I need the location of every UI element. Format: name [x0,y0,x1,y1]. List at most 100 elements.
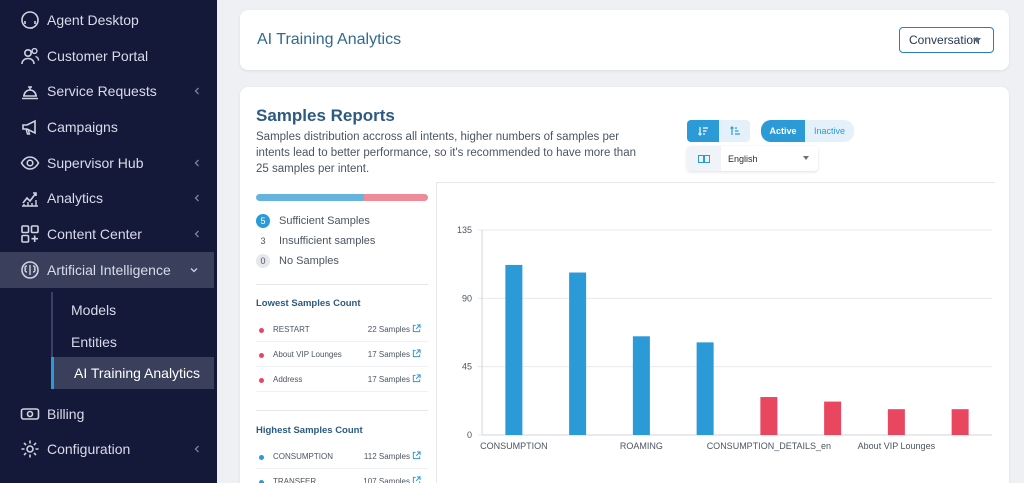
sidebar-item-label: Agent Desktop [47,12,139,28]
intent-sample-count: 22 Samples [367,325,410,334]
lowest-samples-title: Lowest Samples Count [256,298,361,309]
status-dot [259,455,264,460]
chevron-left-icon [191,442,203,454]
count-badge: 3 [260,236,266,246]
status-dot [259,328,264,333]
sidebar-item-artificial-intelligence[interactable]: Artificial Intelligence [0,252,214,288]
sort-descending-button[interactable] [687,120,719,142]
highest-samples-title: Highest Samples Count [256,425,363,436]
filter-inactive-button[interactable]: Inactive [805,120,854,142]
x-tick-label: CONSUMPTION_DETAILS_en [707,441,831,451]
sort-ascending-icon [729,126,740,135]
divider [436,182,437,483]
legend-item: 0 No Samples [256,254,339,268]
chevron-left-icon [191,84,203,96]
conversation-dropdown[interactable]: Conversation [899,27,994,53]
legend-label: No Samples [279,255,339,267]
status-dot [259,378,264,383]
sidebar-subitem-models[interactable]: Models [71,302,117,318]
sidebar-item-supervisor-hub[interactable]: Supervisor Hub [0,145,217,181]
page-header: AI Training Analytics Conversation [240,10,1009,70]
sidebar-subitem-entities[interactable]: Entities [71,334,117,350]
users-icon [20,46,40,66]
conversation-dropdown-label: Conversation [909,33,980,47]
chevron-left-icon [191,227,203,239]
samples-bar-chart: 0 45 90 135 CONSUMPTION ROAMING CONSUMPTION_DE… [457,225,992,451]
bar [951,409,969,435]
report-description: Samples distribution accross all intents… [256,131,636,175]
cash-icon [20,404,40,424]
intent-sample-count: 17 Samples [367,375,410,384]
headset-icon [20,10,40,30]
page-title: AI Training Analytics [257,31,402,48]
caret-down-icon [803,156,809,160]
caret-down-icon [973,38,981,43]
chevron-down-icon [188,263,200,275]
x-tick-label: About VIP Lounges [858,441,936,451]
brain-icon [20,260,40,280]
count-badge: 0 [256,254,270,268]
intent-name: Address [273,375,303,384]
bar [632,336,650,435]
count-badge: 5 [256,214,270,228]
sidebar-item-customer-portal[interactable]: Customer Portal [0,38,217,74]
sidebar-item-agent-desktop[interactable]: Agent Desktop [0,2,217,38]
sufficient-segment [256,194,364,201]
intent-row: CONSUMPTION 112 Samples [256,445,428,469]
submenu-guide-line [51,292,53,388]
bar [569,272,587,435]
legend-label: Insufficient samples [279,235,376,247]
intent-row: About VIP Lounges 17 Samples [256,343,428,367]
x-tick-label: ROAMING [620,441,663,451]
sidebar-item-billing[interactable]: Billing [0,396,217,432]
y-tick-label: 45 [462,362,472,372]
sort-descending-icon [698,127,708,136]
language-select-value: English [728,154,758,164]
sidebar-subitem-ai-training-analytics[interactable]: AI Training Analytics [51,357,214,389]
legend-item: 5 Sufficient Samples [256,214,370,228]
sidebar-item-campaigns[interactable]: Campaigns [0,109,217,145]
trend-chart-icon [20,188,40,208]
bell-service-icon [20,81,40,101]
sidebar-item-label: Customer Portal [47,48,149,64]
intent-row: Address 17 Samples [256,368,428,392]
divider [436,182,995,183]
y-tick-label: 0 [467,430,472,440]
y-tick-label: 135 [457,225,472,235]
status-dot [259,353,264,358]
divider [256,410,428,411]
sidebar-item-label: Service Requests [47,83,157,99]
intent-sample-count: 107 Samples [363,477,410,483]
intent-name: About VIP Lounges [273,350,342,359]
sidebar-item-label: Billing [47,406,85,422]
chevron-left-icon [191,156,203,168]
insufficient-segment [363,194,428,201]
language-select[interactable]: English [687,146,818,171]
bar [505,264,523,435]
chevron-left-icon [191,191,203,203]
intent-sample-count: 17 Samples [367,350,410,359]
sidebar-item-content-center[interactable]: Content Center [0,216,217,252]
legend-item: 3 Insufficient samples [256,234,375,248]
sort-ascending-button[interactable] [719,120,750,142]
intent-name: CONSUMPTION [273,452,333,461]
bar [887,409,905,435]
bar [824,401,842,435]
samples-report-card: Samples Reports Samples distribution acc… [240,87,1009,483]
intent-sample-count: 112 Samples [363,452,410,461]
sidebar-item-service-requests[interactable]: Service Requests [0,73,217,109]
sidebar-item-configuration[interactable]: Configuration [0,431,217,467]
report-title: Samples Reports [256,106,395,125]
intent-name: RESTART [273,325,310,334]
status-dot [259,480,264,483]
sidebar-item-analytics[interactable]: Analytics [0,180,217,216]
intent-name: TRANSFER [273,477,317,483]
megaphone-icon [20,117,40,137]
intent-row: RESTART 22 Samples [256,318,428,342]
legend-label: Sufficient Samples [279,215,370,227]
eye-icon [20,153,40,173]
x-tick-label: CONSUMPTION [480,441,548,451]
sidebar-item-label: Supervisor Hub [47,155,144,171]
y-tick-label: 90 [462,293,472,303]
filter-active-button[interactable]: Active [761,120,805,142]
